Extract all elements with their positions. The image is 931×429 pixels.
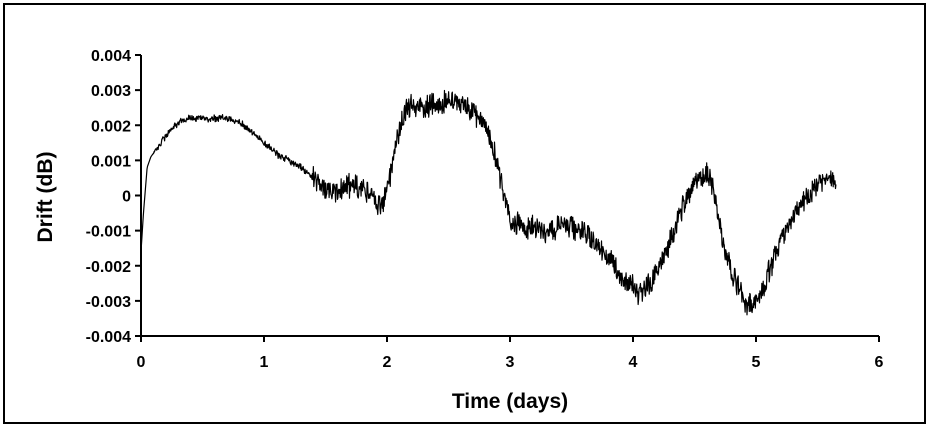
y-tick-label: 0.004: [91, 48, 131, 65]
x-tick-label: 5: [752, 354, 761, 371]
x-tick-label: 6: [875, 354, 884, 371]
y-tick-label: 0.001: [91, 153, 131, 170]
x-ticks: 0 1 2 3 4 5 6: [137, 336, 884, 371]
drift-series-line: [140, 89, 837, 316]
x-tick-label: 3: [506, 354, 515, 371]
y-tick-label: 0.003: [91, 83, 131, 100]
x-tick-label: 0: [137, 354, 146, 371]
y-tick-label: -0.001: [86, 224, 131, 241]
y-tick-label: -0.003: [86, 294, 131, 311]
y-tick-label: -0.002: [86, 259, 131, 276]
y-tick-label: 0.002: [91, 118, 131, 135]
chart-frame: [3, 3, 926, 424]
x-tick-label: 4: [629, 354, 638, 371]
x-axis-title: Time (days): [452, 390, 568, 413]
y-tick-label: -0.004: [86, 329, 131, 346]
y-axis-title: Drift (dB): [34, 152, 57, 243]
y-tick-label: 0: [122, 189, 131, 206]
y-ticks: 0.004 0.003 0.002 0.001 0 -0.001 -0.002 -0.003 -…: [86, 48, 141, 346]
x-tick-label: 1: [260, 354, 269, 371]
series-layer: [140, 89, 837, 316]
x-tick-label: 2: [383, 354, 392, 371]
